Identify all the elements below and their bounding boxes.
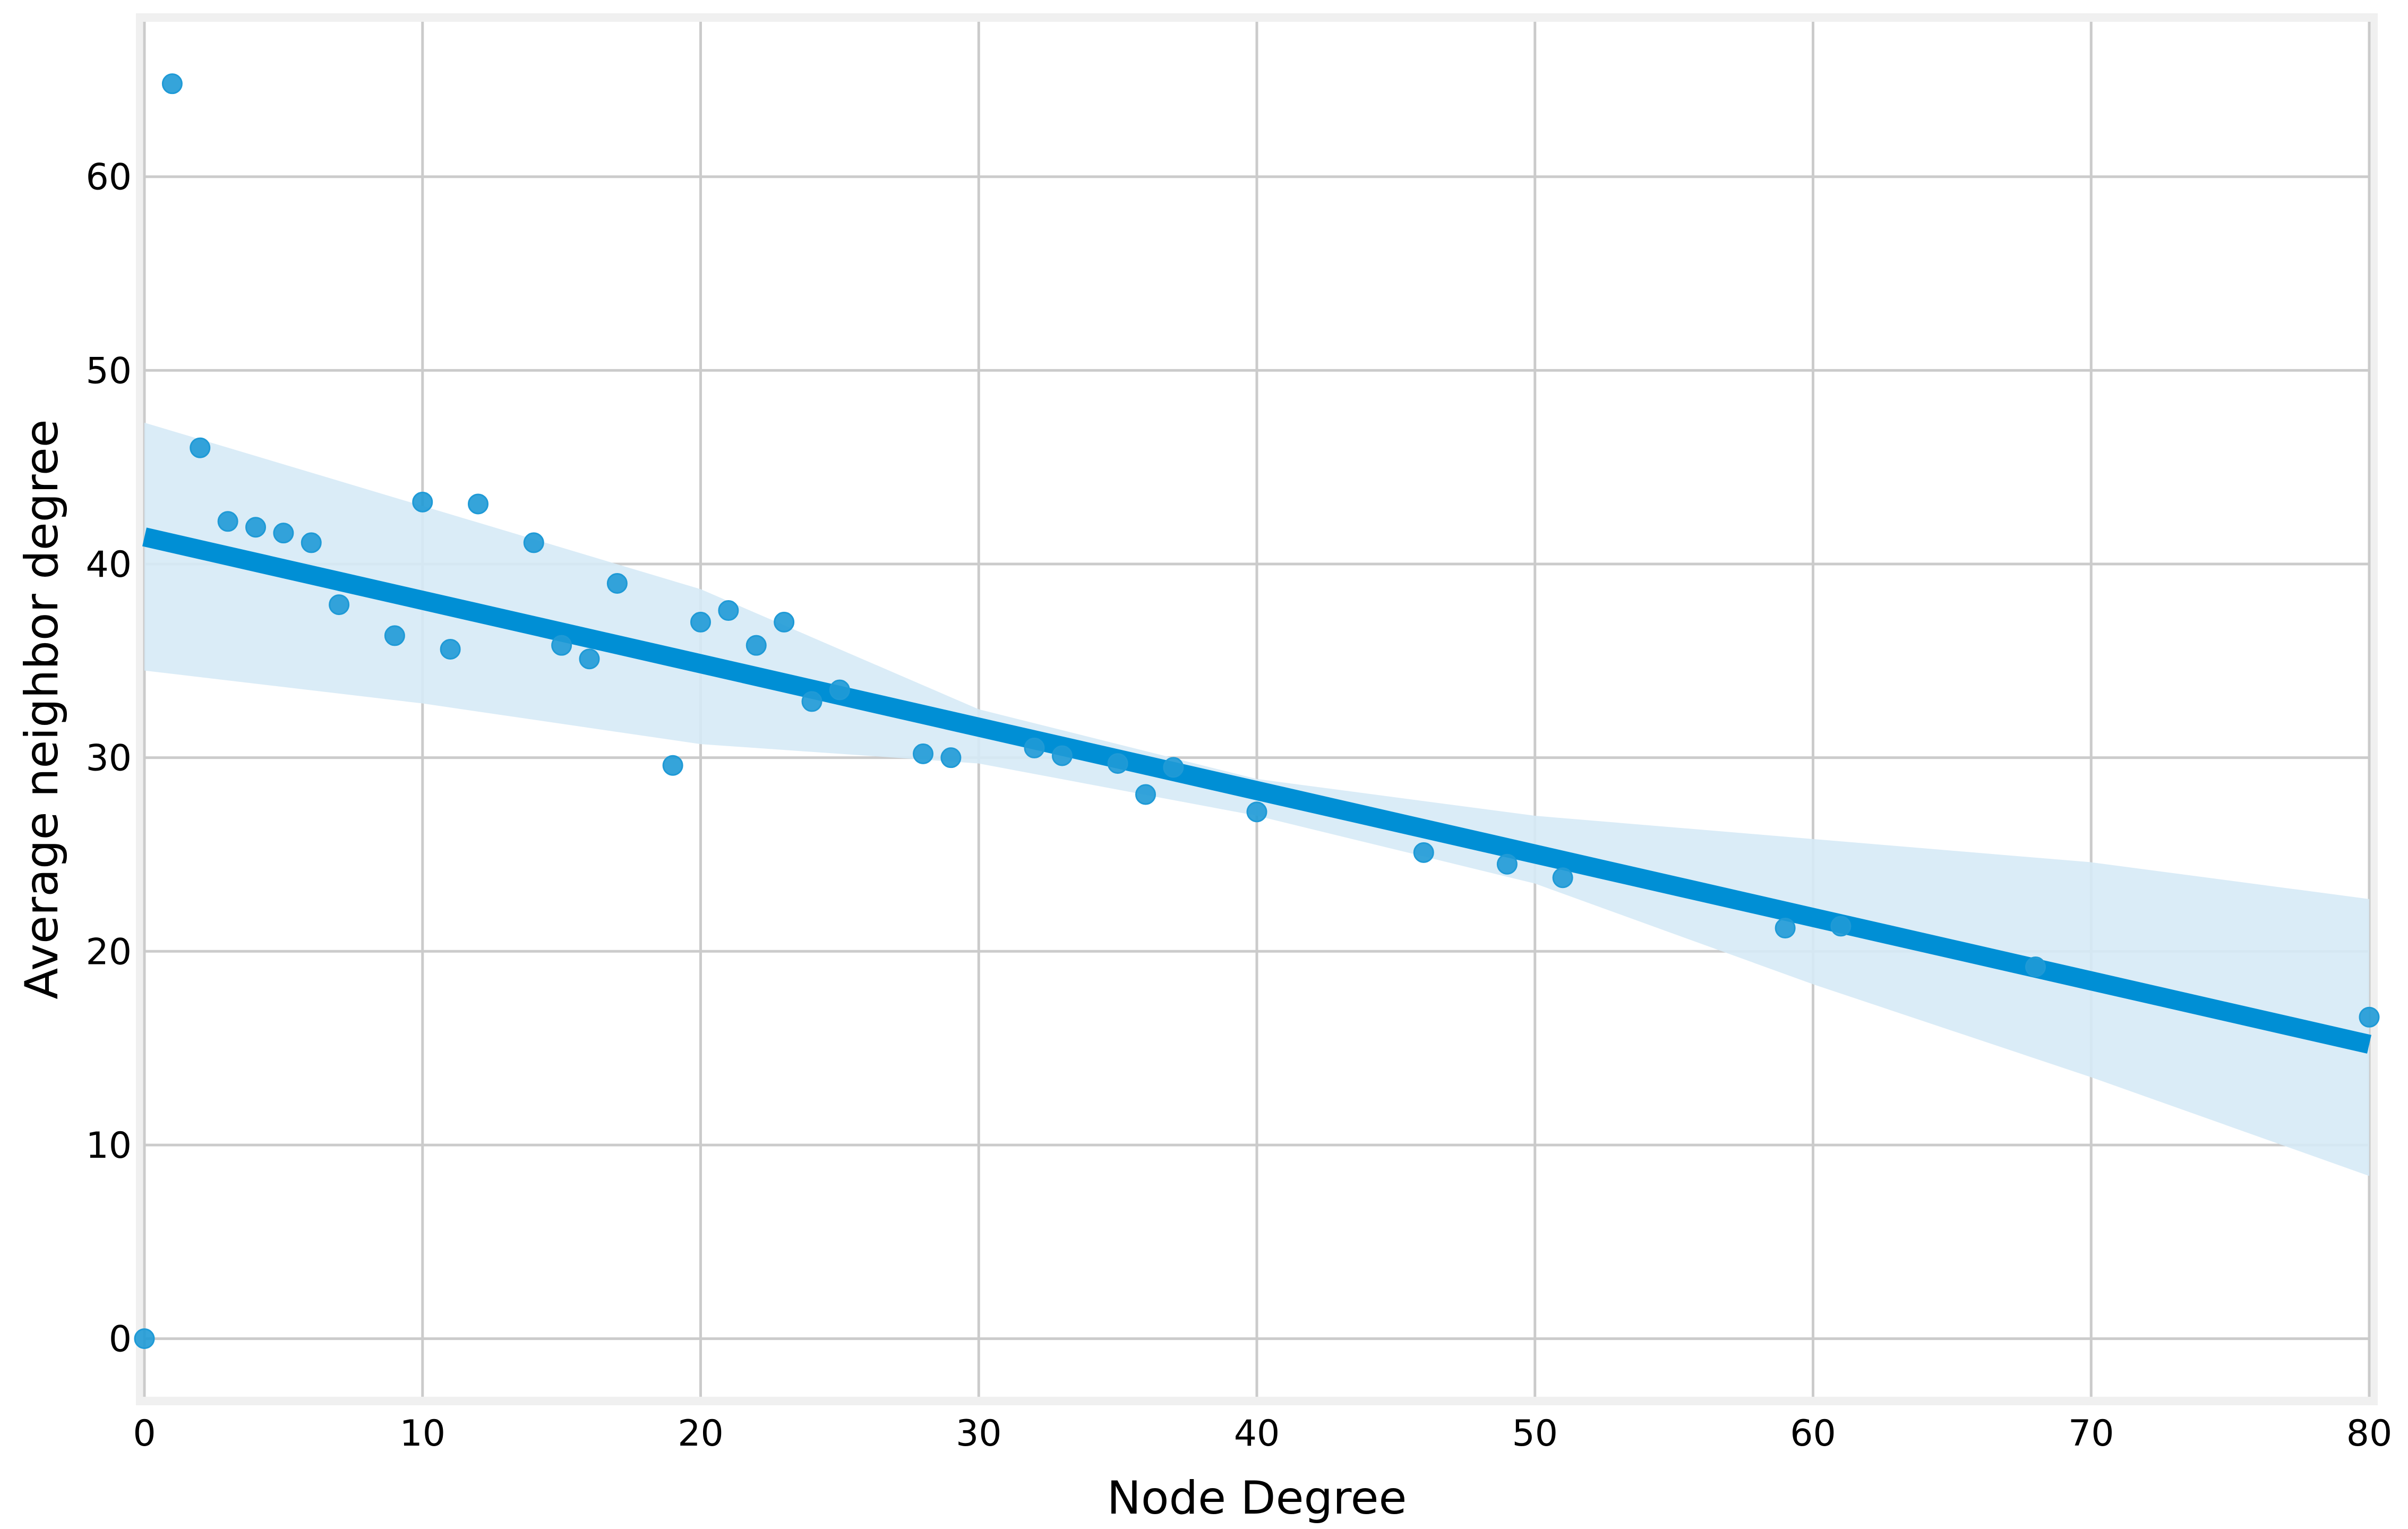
data-point <box>662 755 683 776</box>
y-tick-label: 0 <box>109 1319 132 1361</box>
data-point <box>1413 842 1434 863</box>
data-point <box>1135 784 1156 805</box>
data-point <box>1163 757 1184 778</box>
data-point <box>1024 737 1045 758</box>
data-point <box>161 73 183 95</box>
x-tick-label: 50 <box>1512 1413 1558 1455</box>
y-tick-label: 10 <box>85 1125 132 1167</box>
data-point <box>245 517 266 538</box>
data-point <box>468 493 489 515</box>
data-point <box>690 611 711 633</box>
x-tick-label: 40 <box>1234 1413 1280 1455</box>
data-points-layer <box>134 73 2380 1349</box>
data-point <box>606 573 628 594</box>
data-point <box>1246 801 1267 823</box>
data-point <box>940 747 962 768</box>
x-tick-label: 0 <box>133 1413 156 1455</box>
x-tick-label: 60 <box>1790 1413 1836 1455</box>
data-point <box>829 679 850 701</box>
data-point <box>1830 916 1852 937</box>
data-point <box>273 523 294 544</box>
data-point <box>2359 1006 2380 1028</box>
data-point <box>134 1328 155 1349</box>
tick-labels-layer: 0 10 20 30 40 50 60 70 80 0 10 20 30 40 50 60 <box>85 157 2392 1455</box>
x-tick-label: 80 <box>2346 1413 2393 1455</box>
x-tick-label: 30 <box>956 1413 1002 1455</box>
x-axis-title: Node Degree <box>1107 1472 1407 1525</box>
data-point <box>217 511 238 532</box>
y-tick-label: 30 <box>85 738 132 780</box>
y-axis-title: Average neighbor degree <box>15 419 68 999</box>
regression-line <box>142 527 2372 1054</box>
data-point <box>1051 745 1073 766</box>
y-tick-label: 60 <box>85 157 132 199</box>
data-point <box>913 743 933 764</box>
data-point <box>551 635 572 656</box>
data-point <box>801 691 822 712</box>
data-point <box>190 437 211 458</box>
data-point <box>1775 918 1796 939</box>
data-point <box>718 600 739 621</box>
data-point <box>1496 853 1518 875</box>
data-point <box>412 491 433 512</box>
data-point <box>523 532 544 553</box>
data-point <box>301 532 322 553</box>
data-point <box>440 638 461 660</box>
data-point <box>329 594 350 616</box>
y-tick-label: 40 <box>85 544 132 586</box>
data-point <box>2025 956 2046 977</box>
data-point <box>1552 867 1573 889</box>
data-point <box>1107 753 1128 774</box>
data-point <box>579 648 600 670</box>
regression-line-layer <box>142 527 2372 1054</box>
data-point <box>384 625 405 646</box>
y-tick-label: 50 <box>85 350 132 392</box>
y-tick-label: 20 <box>85 931 132 973</box>
x-tick-label: 20 <box>678 1413 724 1455</box>
x-tick-label: 10 <box>399 1413 445 1455</box>
x-tick-label: 70 <box>2068 1413 2114 1455</box>
data-point <box>774 611 795 633</box>
data-point <box>745 635 767 656</box>
grid-layer <box>143 22 2371 1397</box>
